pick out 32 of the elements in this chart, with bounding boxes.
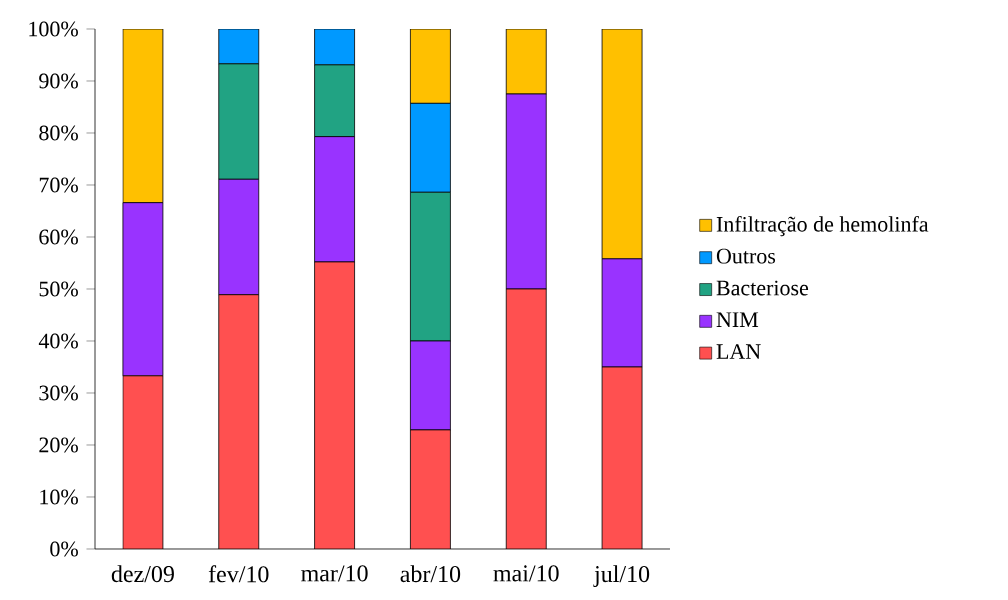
bar bbox=[505, 29, 547, 95]
bar bbox=[122, 375, 163, 549]
y-tick-label: 20% bbox=[39, 437, 78, 453]
x-tick-label: fev/10 bbox=[208, 565, 269, 583]
y-tick-label: 10% bbox=[40, 489, 78, 505]
y-tick-label: 0% bbox=[50, 541, 78, 557]
x-tick-label: mai/10 bbox=[493, 565, 559, 582]
bar bbox=[122, 29, 164, 204]
y-tick-label: 60% bbox=[39, 229, 78, 245]
y-tick-label: 30% bbox=[39, 385, 78, 401]
x-tick-label: jul/10 bbox=[593, 565, 650, 588]
y-tick-label: 70% bbox=[39, 177, 78, 193]
bar bbox=[218, 294, 259, 549]
legend-label: Infiltração de hemolinfa bbox=[716, 215, 929, 237]
bar bbox=[314, 261, 355, 549]
x-tick-label: mar/10 bbox=[301, 565, 368, 582]
bar bbox=[601, 366, 643, 549]
y-tick-label: 40% bbox=[38, 333, 78, 349]
legend-label: LAN bbox=[716, 344, 761, 359]
x-tick-label: dez/09 bbox=[111, 565, 174, 583]
x-tick-label: abr/10 bbox=[400, 565, 461, 583]
y-tick-label: 50% bbox=[39, 281, 78, 297]
bar bbox=[410, 429, 451, 549]
legend-label: Bacteriose bbox=[716, 280, 809, 296]
y-tick-label: 80% bbox=[39, 125, 78, 141]
legend-label: NIM bbox=[716, 312, 759, 327]
y-tick-label: 100% bbox=[29, 21, 78, 37]
bar bbox=[506, 288, 547, 549]
y-tick-label: 90% bbox=[39, 73, 78, 89]
bar bbox=[601, 29, 643, 260]
bar bbox=[410, 29, 451, 104]
legend-label: Outros bbox=[716, 248, 776, 264]
